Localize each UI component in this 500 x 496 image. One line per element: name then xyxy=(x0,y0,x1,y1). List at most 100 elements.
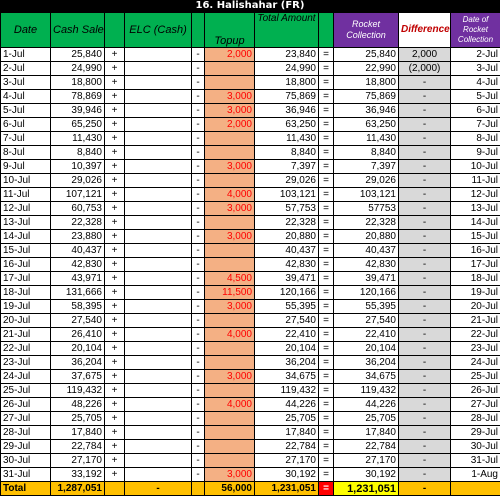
cell-date: 18-Jul xyxy=(1,286,51,300)
cell-elc xyxy=(125,160,192,174)
cell-date: 28-Jul xyxy=(1,426,51,440)
cell-cash-sales: 17,840 xyxy=(51,426,105,440)
sheet-title: 16. Halishahar (FR) xyxy=(0,0,500,12)
cell-elc xyxy=(125,314,192,328)
cell-rocket-date: 26-Jul xyxy=(451,384,500,398)
cell-total-amount: 40,437 xyxy=(255,244,319,258)
cell-total-amount: 55,395 xyxy=(255,300,319,314)
cell-plus: + xyxy=(105,370,125,384)
cell-equals: = xyxy=(319,384,334,398)
cell-cash-sales: 60,753 xyxy=(51,202,105,216)
cell-plus: + xyxy=(105,342,125,356)
cell-equals: = xyxy=(319,454,334,468)
cell-total-amount: 30,192 xyxy=(255,468,319,482)
cell-plus: + xyxy=(105,398,125,412)
cell-difference: - xyxy=(399,384,451,398)
cell-difference: - xyxy=(399,104,451,118)
cell-minus: - xyxy=(192,188,205,202)
cell-topup: 3,000 xyxy=(205,230,255,244)
cell-cash-sales: 65,250 xyxy=(51,118,105,132)
cell-difference: - xyxy=(399,118,451,132)
cell-difference: - xyxy=(399,314,451,328)
cell-rocket-collection: 103,121 xyxy=(334,188,399,202)
cell-cash-sales: 29,026 xyxy=(51,174,105,188)
cell-rocket-date: 8-Jul xyxy=(451,132,500,146)
cell-total-amount: 34,675 xyxy=(255,370,319,384)
cell-rocket-collection: 8,840 xyxy=(334,146,399,160)
total-rocket-date xyxy=(451,482,500,496)
cell-date: 17-Jul xyxy=(1,272,51,286)
total-minus-spacer xyxy=(192,482,205,496)
cell-elc xyxy=(125,426,192,440)
cell-cash-sales: 78,869 xyxy=(51,90,105,104)
cell-topup xyxy=(205,174,255,188)
cell-elc xyxy=(125,440,192,454)
cell-date: 20-Jul xyxy=(1,314,51,328)
cell-minus: - xyxy=(192,244,205,258)
cell-difference: - xyxy=(399,230,451,244)
cell-plus: + xyxy=(105,48,125,62)
cell-elc xyxy=(125,286,192,300)
cell-date: 24-Jul xyxy=(1,370,51,384)
cell-equals: = xyxy=(319,286,334,300)
total-cash: 1,287,051 xyxy=(51,482,105,496)
cell-elc xyxy=(125,104,192,118)
cell-difference: - xyxy=(399,160,451,174)
cell-equals: = xyxy=(319,146,334,160)
total-row: Total 1,287,051 - 56,000 1,231,051 = 1,2… xyxy=(1,482,500,496)
cell-equals: = xyxy=(319,48,334,62)
cell-date: 2-Jul xyxy=(1,62,51,76)
total-difference: - xyxy=(399,482,451,496)
cell-equals: = xyxy=(319,132,334,146)
cell-equals: = xyxy=(319,272,334,286)
cell-rocket-date: 7-Jul xyxy=(451,118,500,132)
header-total-amount: Total Amount xyxy=(255,13,319,48)
cell-cash-sales: 43,971 xyxy=(51,272,105,286)
cell-elc xyxy=(125,48,192,62)
total-topup: 56,000 xyxy=(205,482,255,496)
cell-minus: - xyxy=(192,76,205,90)
cell-plus: + xyxy=(105,76,125,90)
cell-date: 8-Jul xyxy=(1,146,51,160)
cell-rocket-date: 21-Jul xyxy=(451,314,500,328)
cell-elc xyxy=(125,174,192,188)
cell-date: 14-Jul xyxy=(1,230,51,244)
cell-equals: = xyxy=(319,160,334,174)
cell-total-amount: 7,397 xyxy=(255,160,319,174)
collection-table: Date Cash Sales ELC (Cash) Topup Total A… xyxy=(0,12,500,496)
cell-rocket-collection: 22,410 xyxy=(334,328,399,342)
cell-equals: = xyxy=(319,328,334,342)
cell-difference: - xyxy=(399,90,451,104)
cell-minus: - xyxy=(192,146,205,160)
cell-rocket-collection: 57753 xyxy=(334,202,399,216)
cell-cash-sales: 10,397 xyxy=(51,160,105,174)
cell-difference: - xyxy=(399,132,451,146)
cell-difference: - xyxy=(399,244,451,258)
cell-plus: + xyxy=(105,146,125,160)
cell-rocket-date: 10-Jul xyxy=(451,160,500,174)
cell-equals: = xyxy=(319,412,334,426)
cell-rocket-date: 20-Jul xyxy=(451,300,500,314)
cell-date: 5-Jul xyxy=(1,104,51,118)
cell-topup xyxy=(205,76,255,90)
cell-cash-sales: 25,840 xyxy=(51,48,105,62)
cell-topup xyxy=(205,132,255,146)
cell-rocket-collection: 25,705 xyxy=(334,412,399,426)
cell-total-amount: 20,880 xyxy=(255,230,319,244)
total-plus-spacer xyxy=(105,482,125,496)
cell-total-amount: 8,840 xyxy=(255,146,319,160)
cell-cash-sales: 22,784 xyxy=(51,440,105,454)
cell-topup xyxy=(205,62,255,76)
cell-cash-sales: 131,666 xyxy=(51,286,105,300)
cell-elc xyxy=(125,258,192,272)
cell-plus: + xyxy=(105,454,125,468)
cell-rocket-date: 25-Jul xyxy=(451,370,500,384)
